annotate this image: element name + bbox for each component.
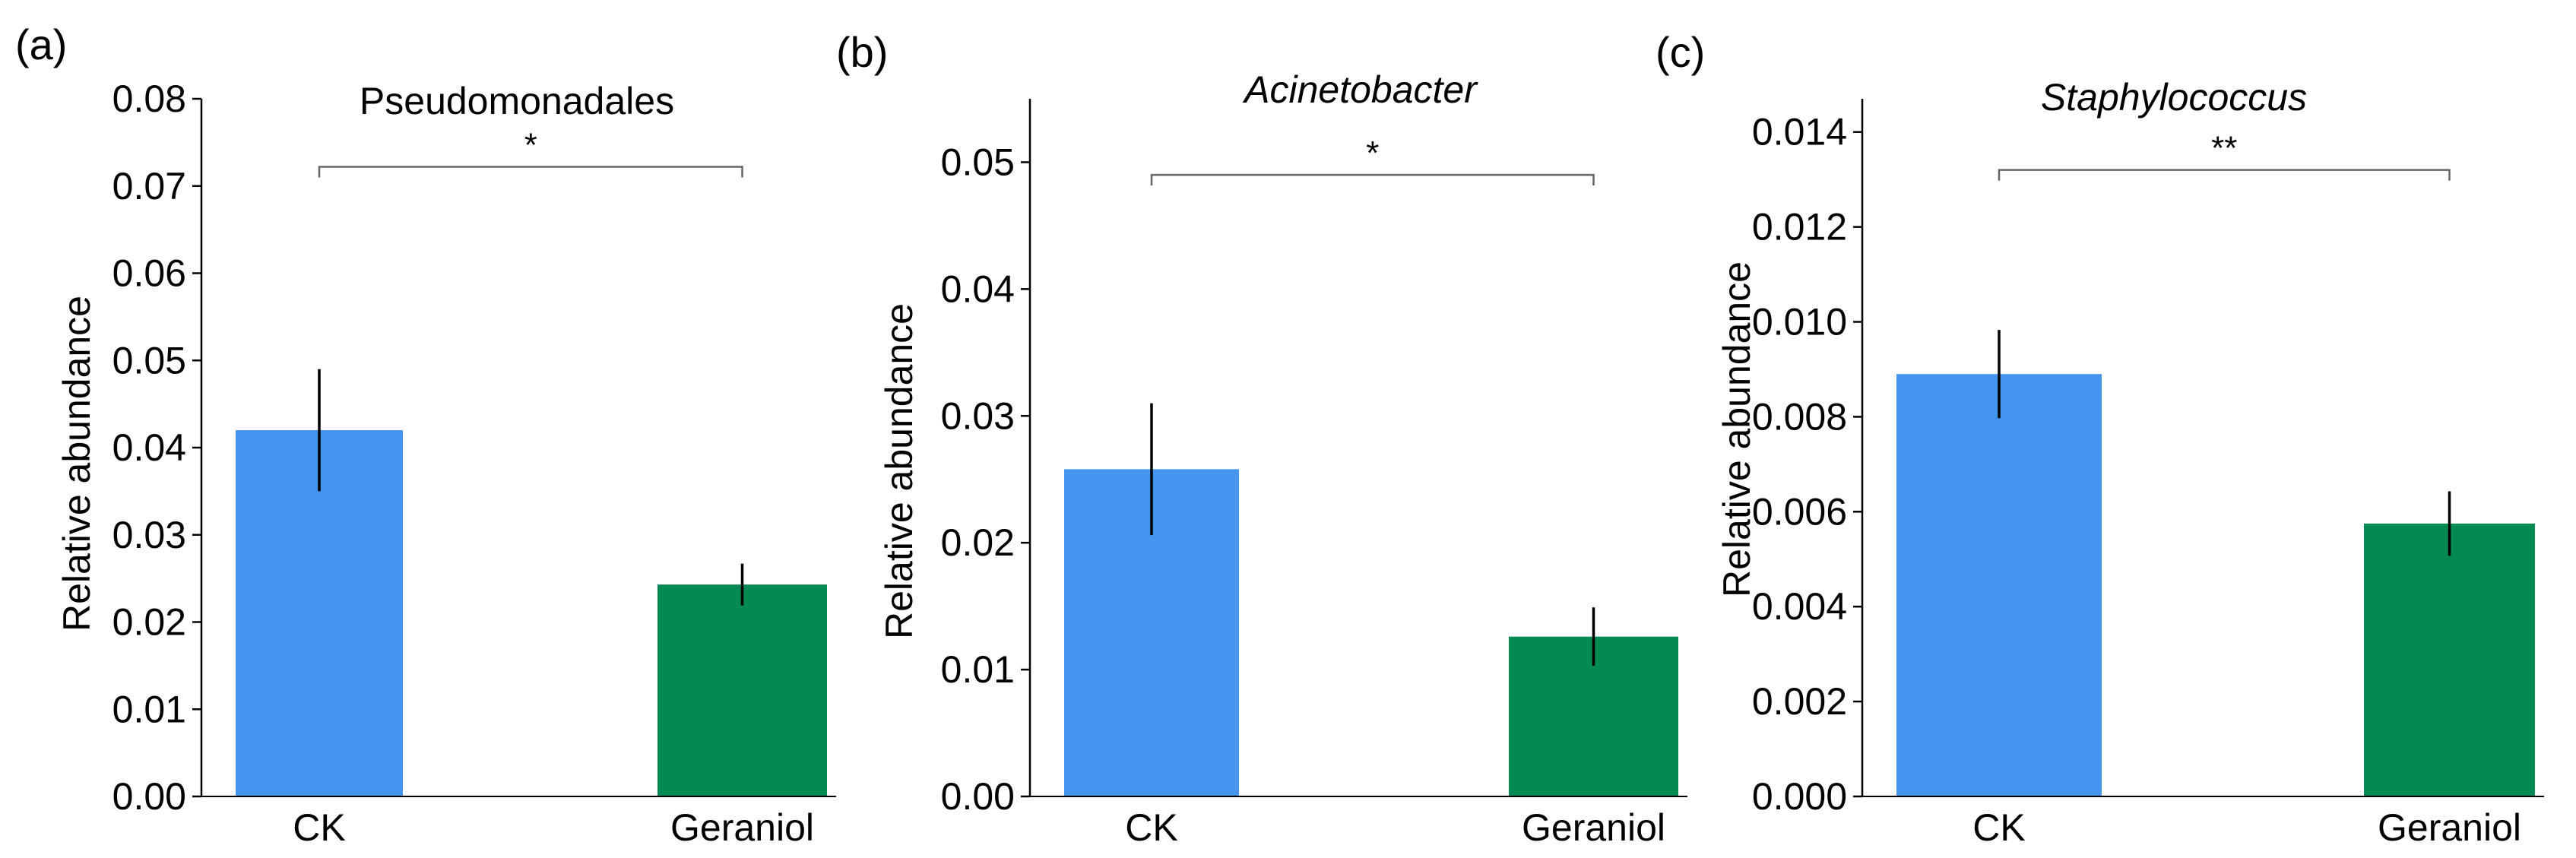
chart-title: Staphylococcus <box>2041 76 2307 119</box>
y-tick-label: 0.03 <box>112 514 186 556</box>
y-axis-label: Relative abundance <box>878 303 920 639</box>
x-tick-label: Geraniol <box>670 806 814 849</box>
significance-bracket <box>1998 169 2451 181</box>
y-tick-label: 0.006 <box>1752 490 1847 533</box>
y-tick-label: 0.07 <box>112 165 186 207</box>
chart-panel-3: (c) Staphylococcus Relative abundance 0.000… <box>1656 28 2544 849</box>
y-tick-label: 0.008 <box>1752 395 1847 438</box>
y-tick-label: 0.01 <box>941 648 1015 691</box>
x-tick-label: CK <box>1125 806 1177 849</box>
bar-geraniol <box>2364 523 2535 796</box>
panel-label: (c) <box>1656 28 1705 76</box>
y-tick-label: 0.000 <box>1752 775 1847 818</box>
significance-marker: * <box>1366 135 1379 172</box>
x-tick-label: CK <box>293 806 345 849</box>
x-tick-label: CK <box>1972 806 2025 849</box>
y-tick-label: 0.02 <box>941 521 1015 564</box>
y-axis-label: Relative abundance <box>55 296 98 632</box>
y-tick-label: 0.00 <box>112 775 186 818</box>
x-tick-label: Geraniol <box>2378 806 2521 849</box>
significance-bracket <box>1150 173 1595 186</box>
x-tick-label: Geraniol <box>1522 806 1665 849</box>
y-tick-label: 0.010 <box>1752 301 1847 344</box>
bar-ck <box>1896 374 2102 796</box>
chart-title: Acinetobacter <box>1242 68 1478 111</box>
y-tick-label: 0.002 <box>1752 680 1847 723</box>
chart-title: Pseudomonadales <box>360 80 674 122</box>
y-tick-label: 0.06 <box>112 252 186 295</box>
y-tick-label: 0.00 <box>941 775 1015 818</box>
y-tick-label: 0.01 <box>112 688 186 730</box>
y-tick-label: 0.05 <box>112 339 186 382</box>
y-tick-label: 0.04 <box>112 426 186 469</box>
y-tick-label: 0.012 <box>1752 206 1847 249</box>
y-tick-label: 0.04 <box>941 268 1015 310</box>
panel-label: (a) <box>15 21 67 68</box>
y-tick-label: 0.05 <box>941 141 1015 183</box>
significance-marker: * <box>524 127 537 164</box>
bar-geraniol <box>657 584 827 796</box>
chart-panel-2: (b) Acinetobacter Relative abundance 0.00 0.… <box>836 28 1687 849</box>
y-tick-label: 0.004 <box>1752 585 1847 628</box>
panel-label: (b) <box>836 28 888 76</box>
y-axis-label: Relative abundance <box>1716 261 1758 597</box>
significance-marker: ** <box>2211 130 2237 167</box>
significance-bracket <box>318 166 743 178</box>
y-tick-label: 0.03 <box>941 394 1015 437</box>
y-tick-label: 0.014 <box>1752 111 1847 154</box>
chart-panel-1: (a) Pseudomonadales Relative abundance 0.00… <box>15 21 836 849</box>
y-tick-label: 0.02 <box>112 601 186 644</box>
y-tick-label: 0.08 <box>112 78 186 120</box>
